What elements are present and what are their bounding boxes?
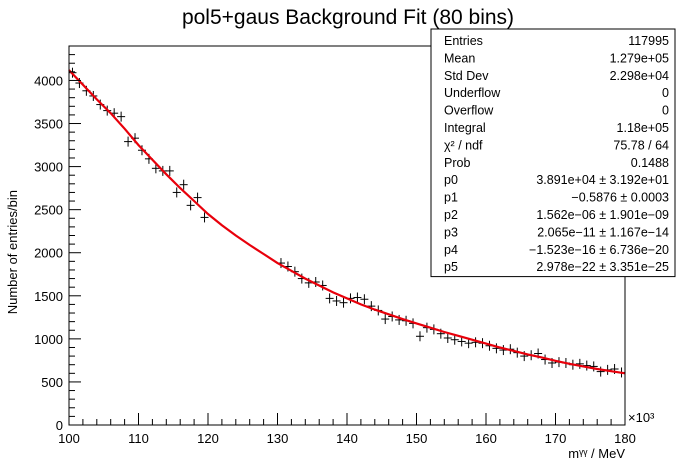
y-tick-label: 2500	[34, 203, 63, 218]
data-point	[332, 295, 341, 306]
stats-value: 0	[662, 104, 669, 118]
stats-label: p0	[444, 173, 458, 187]
data-point	[124, 136, 133, 147]
x-tick-label: 150	[406, 431, 428, 446]
stats-label: Std Dev	[444, 69, 489, 83]
data-point	[353, 292, 362, 303]
stats-label: Underflow	[444, 86, 501, 100]
stats-value: −0.5876 ± 0.0003	[571, 191, 669, 205]
x-tick-label: 110	[128, 431, 149, 446]
stats-label: χ² / ndf	[444, 138, 483, 152]
data-point	[200, 212, 209, 223]
y-tick-label: 0	[56, 418, 63, 433]
stats-value: 117995	[628, 34, 669, 48]
stats-label: p4	[444, 243, 458, 257]
stats-value: 3.891e+04 ± 3.192e+01	[536, 173, 669, 187]
data-point	[172, 187, 181, 198]
y-tick-label: 1500	[34, 289, 63, 304]
y-tick-label: 1000	[34, 332, 63, 347]
stats-label: p3	[444, 225, 458, 239]
stats-value: 1.279e+05	[610, 51, 669, 65]
stats-value: −1.523e−16 ± 6.736e−20	[529, 243, 669, 257]
x-axis-title: mᵞᵞ / MeV	[568, 446, 625, 461]
chart-title: pol5+gaus Background Fit (80 bins)	[182, 6, 514, 29]
x-axis-exponent: ×10³	[628, 410, 655, 425]
data-point	[457, 336, 466, 347]
stats-value: 0	[662, 86, 669, 100]
data-point	[186, 200, 195, 211]
stats-label: p5	[444, 260, 458, 274]
stats-label: Overflow	[444, 104, 494, 118]
stats-value: 1.18e+05	[617, 121, 670, 135]
data-point	[589, 361, 598, 372]
stats-value: 2.065e−11 ± 1.167e−14	[537, 225, 669, 239]
stats-value: 0.1488	[631, 156, 669, 170]
data-point	[450, 334, 459, 345]
stats-label: Prob	[444, 156, 470, 170]
data-point	[325, 293, 334, 304]
data-point	[193, 192, 202, 203]
y-tick-label: 3000	[34, 160, 63, 175]
x-tick-label: 130	[267, 431, 289, 446]
y-tick-label: 500	[41, 375, 63, 390]
data-point	[165, 165, 174, 176]
data-point	[339, 297, 348, 308]
stats-box-frame	[430, 28, 676, 278]
x-tick-label: 100	[58, 431, 80, 446]
stats-value: 1.562e−06 ± 1.901e−09	[536, 208, 669, 222]
x-tick-label: 140	[336, 431, 358, 446]
x-tick-label: 180	[614, 431, 636, 446]
x-tick-label: 160	[475, 431, 497, 446]
data-point	[381, 314, 390, 325]
data-point	[151, 163, 160, 174]
y-axis-title: Number of entries/bin	[5, 190, 20, 314]
stats-value: 2.978e−22 ± 3.351e−25	[536, 260, 669, 274]
stats-box: Entries 117995 Mean 1.279e+05 Std Dev 2.298e+…	[430, 28, 676, 278]
y-tick-label: 4000	[34, 73, 63, 88]
data-point	[360, 294, 369, 305]
stats-label: p2	[444, 208, 458, 222]
x-tick-label: 170	[545, 431, 567, 446]
data-point	[575, 358, 584, 369]
stats-value: 75.78 / 64	[613, 138, 669, 152]
stats-value: 2.298e+04	[610, 69, 669, 83]
fit-curve	[68, 69, 626, 375]
data-point	[415, 331, 424, 342]
data-point	[117, 111, 126, 122]
data-point	[443, 333, 452, 344]
axes: 100 110 120 130 140 150 160 170 180 0 500 1000 1500 2…	[34, 45, 636, 446]
y-tick-label: 2000	[34, 246, 63, 261]
data-point	[596, 366, 605, 377]
y-tick-label: 3500	[34, 117, 63, 132]
stats-label: Integral	[444, 121, 486, 135]
data-point	[179, 179, 188, 190]
stats-label: Entries	[444, 34, 483, 48]
x-tick-label: 120	[197, 431, 219, 446]
stats-label: p1	[444, 191, 458, 205]
stats-label: Mean	[444, 51, 475, 65]
plot-area	[68, 67, 626, 378]
